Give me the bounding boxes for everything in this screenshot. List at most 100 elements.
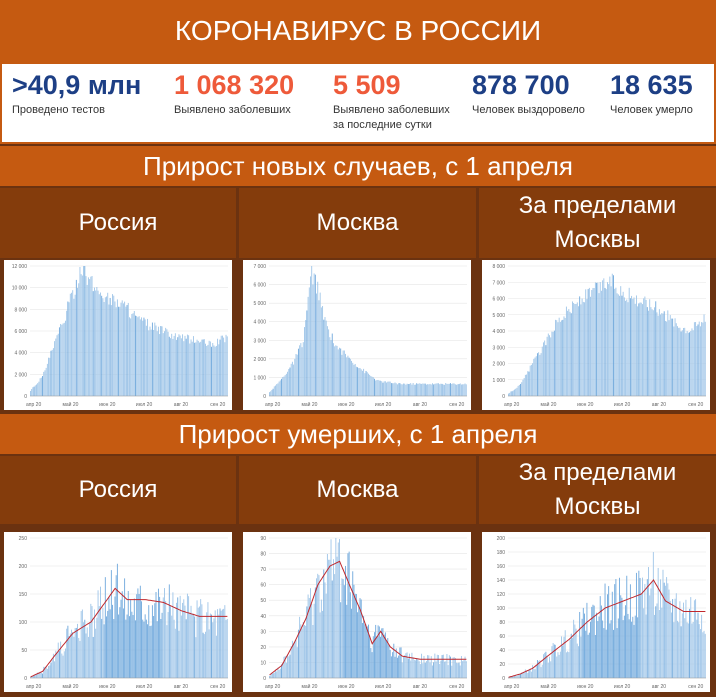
- bar: [83, 266, 85, 396]
- bar: [430, 384, 432, 396]
- bar: [462, 661, 464, 678]
- y-tick-label: 3 000: [492, 345, 505, 351]
- bar: [275, 669, 276, 678]
- bar: [567, 651, 569, 678]
- bar: [431, 665, 433, 678]
- bar: [139, 319, 141, 396]
- bar: [73, 298, 75, 396]
- bar: [172, 338, 174, 396]
- bar: [171, 333, 173, 396]
- bar: [376, 380, 378, 396]
- bar: [271, 673, 273, 678]
- bar: [138, 316, 140, 396]
- bar: [649, 299, 651, 396]
- bar: [465, 661, 467, 678]
- bar: [587, 634, 589, 678]
- bar: [613, 629, 614, 678]
- bar: [680, 331, 682, 396]
- bar: [656, 312, 658, 396]
- bar: [693, 322, 695, 396]
- bar: [171, 615, 173, 678]
- bar: [538, 661, 540, 678]
- bar: [418, 383, 420, 396]
- bar: [667, 310, 669, 396]
- bar: [144, 614, 146, 678]
- bar: [310, 276, 311, 396]
- bar: [610, 620, 612, 678]
- bar: [425, 384, 427, 396]
- bar: [689, 608, 691, 678]
- bar: [287, 371, 289, 396]
- bar: [288, 656, 290, 678]
- bar: [388, 644, 390, 678]
- x-tick-label: сен 20: [210, 684, 225, 690]
- bar: [191, 613, 193, 678]
- bar: [115, 575, 117, 678]
- bar: [580, 304, 582, 396]
- bar: [675, 593, 677, 678]
- bar: [433, 662, 435, 678]
- bar: [536, 660, 538, 678]
- bar: [205, 631, 206, 678]
- bar: [579, 611, 581, 678]
- bar: [185, 619, 187, 678]
- bar: [360, 599, 362, 678]
- bar: [371, 652, 373, 678]
- x-tick-label: июн 20: [99, 402, 115, 408]
- bar: [166, 625, 168, 678]
- bar: [359, 367, 361, 396]
- bar: [214, 610, 216, 678]
- bar: [406, 383, 408, 396]
- y-tick-label: 0: [24, 676, 27, 682]
- bar: [120, 302, 122, 396]
- bar: [299, 345, 301, 396]
- bar: [43, 666, 45, 678]
- bar: [358, 368, 360, 396]
- bar: [218, 614, 220, 678]
- bar: [293, 364, 295, 396]
- bar: [400, 384, 402, 396]
- bar: [92, 291, 94, 396]
- bar: [89, 623, 91, 678]
- bar: [518, 674, 520, 678]
- bar: [672, 318, 674, 396]
- bar: [557, 322, 559, 396]
- y-tick-label: 12 000: [12, 264, 28, 270]
- bar: [383, 634, 385, 678]
- header-outside-deaths: За пределами Москвы: [479, 456, 716, 524]
- bar: [332, 559, 334, 678]
- bar: [49, 665, 51, 678]
- bar: [446, 383, 448, 396]
- bar: [199, 342, 200, 396]
- bar: [619, 577, 620, 678]
- x-tick-label: июн 20: [338, 402, 354, 408]
- bar: [635, 295, 637, 396]
- bar: [558, 654, 560, 678]
- bar: [423, 655, 425, 678]
- bar: [319, 612, 321, 678]
- bar: [347, 355, 349, 396]
- bar: [637, 617, 639, 678]
- bar: [31, 676, 33, 678]
- bar: [448, 383, 450, 396]
- y-tick-label: 0: [263, 676, 266, 682]
- x-tick-label: июл 20: [136, 402, 153, 408]
- bar: [306, 606, 308, 678]
- bar: [366, 372, 368, 396]
- y-tick-label: 60: [260, 583, 266, 589]
- bar: [565, 652, 567, 678]
- bar: [607, 594, 608, 678]
- header-russia-deaths: Россия: [0, 456, 236, 524]
- bar: [696, 619, 698, 678]
- bar: [71, 292, 72, 396]
- bar: [547, 662, 549, 678]
- bar: [149, 626, 151, 678]
- bar: [116, 563, 118, 678]
- bar: [312, 284, 314, 396]
- bar: [431, 383, 433, 396]
- bar: [687, 623, 689, 678]
- bar: [523, 378, 525, 396]
- bar: [202, 339, 204, 396]
- bar: [703, 314, 705, 396]
- bar: [341, 354, 343, 396]
